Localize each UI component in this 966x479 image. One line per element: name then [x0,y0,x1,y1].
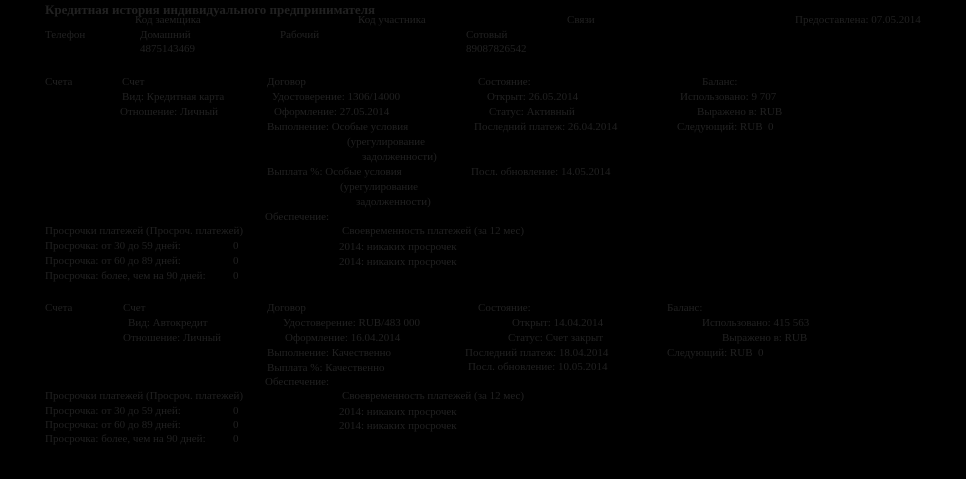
state-last-update: Посл. обновление: 14.05.2014 [471,166,611,178]
contract-performance: Выполнение: Особые условия [267,121,409,133]
borrower-code-label: Код заемщика [135,14,201,26]
contract-payment-pct: Выплата %: Особые условия [267,166,402,178]
balance-currency: Выражено в: RUB [722,332,808,344]
state-status: Статус: Счет закрыт [508,332,604,344]
delay-60-89-label: Просрочка: от 60 до 89 дней: [45,255,181,267]
balance-next-payment: Следующий: RUB 0 [667,347,764,359]
timeliness-entry: 2014: никаких просрочек [339,256,457,268]
balance-currency: Выражено в: RUB [697,106,783,118]
timeliness-entry: 2014: никаких просрочек [339,420,457,432]
balance-used: Использовано: 9 707 [680,91,777,103]
state-opened: Открыт: 26.05.2014 [487,91,579,103]
account-column-header: Счет [122,76,145,88]
delays-header: Просрочки платежей (Просроч. платежей) [45,225,244,237]
accounts-section-label: Счета [45,302,73,314]
delay-60-89-value: 0 [233,255,239,267]
state-last-payment: Последний платеж: 26.04.2014 [474,121,618,133]
contract-column-header: Договор [267,76,306,88]
delay-30-59-label: Просрочка: от 30 до 59 дней: [45,240,181,252]
page-title: Кредитная история индивидуального предпр… [45,2,376,17]
provided-date: Предоставлена: 07.05.2014 [795,14,921,26]
timeliness-header: Своевременность платежей (за 12 мес) [342,225,525,237]
timeliness-entry: 2014: никаких просрочек [339,241,457,253]
home-phone-value: 4875143469 [140,43,195,55]
balance-next-payment: Следующий: RUB 0 [677,121,774,133]
contract-terms-note: задолженности) [356,196,431,208]
state-last-update: Посл. обновление: 10.05.2014 [468,361,608,373]
mobile-phone-value: 89087826542 [466,43,527,55]
state-column-header: Состояние: [478,76,531,88]
contract-issued: Оформление: 16.04.2014 [285,332,401,344]
delays-header: Просрочки платежей (Просроч. платежей) [45,390,244,402]
balance-column-header: Баланс: [702,76,738,88]
delay-30-59-value: 0 [233,240,239,252]
contract-terms-note: (урегулирование [340,181,419,193]
delay-90-plus-label: Просрочка: более, чем на 90 дней: [45,433,206,445]
contract-column-header: Договор [267,302,306,314]
contract-terms-note: (урегулирование [347,136,426,148]
state-column-header: Состояние: [478,302,531,314]
contract-certificate: Удостоверение: RUB/483 000 [283,317,420,329]
delay-90-plus-label: Просрочка: более, чем на 90 дней: [45,270,206,282]
account-column-header: Счет [123,302,146,314]
timeliness-header: Своевременность платежей (за 12 мес) [342,390,525,402]
contract-issued: Оформление: 27.05.2014 [274,106,390,118]
contract-payment-pct: Выплата %: Качественно [267,362,385,374]
state-last-payment: Последний платеж: 18.04.2014 [465,347,609,359]
links-label: Связи [567,14,595,26]
participant-code-label: Код участника [358,14,426,26]
account-relation: Отношение: Личный [120,106,218,118]
delay-90-plus-value: 0 [233,270,239,282]
state-status: Статус: Активный [489,106,575,118]
contract-terms-note: задолженности) [362,151,437,163]
delay-90-plus-value: 0 [233,433,239,445]
contract-certificate: Удостоверение: 1306/14000 [272,91,401,103]
balance-used: Использовано: 415 563 [702,317,810,329]
delay-60-89-label: Просрочка: от 60 до 89 дней: [45,419,181,431]
account-type: Вид: Автокредит [128,317,208,329]
delay-30-59-value: 0 [233,405,239,417]
account-relation: Отношение: Личный [123,332,221,344]
accounts-section-label: Счета [45,76,73,88]
contract-performance: Выполнение: Качественно [267,347,391,359]
phone-label: Телефон [45,29,86,41]
collateral-label: Обеспечение: [265,211,330,223]
delay-60-89-value: 0 [233,419,239,431]
collateral-label: Обеспечение: [265,376,330,388]
work-phone-label: Рабочий [280,29,320,41]
timeliness-entry: 2014: никаких просрочек [339,406,457,418]
delay-30-59-label: Просрочка: от 30 до 59 дней: [45,405,181,417]
state-opened: Открыт: 14.04.2014 [512,317,604,329]
account-type: Вид: Кредитная карта [122,91,225,103]
mobile-phone-label: Сотовый [466,29,508,41]
balance-column-header: Баланс: [667,302,703,314]
home-phone-label: Домашний [140,29,191,41]
